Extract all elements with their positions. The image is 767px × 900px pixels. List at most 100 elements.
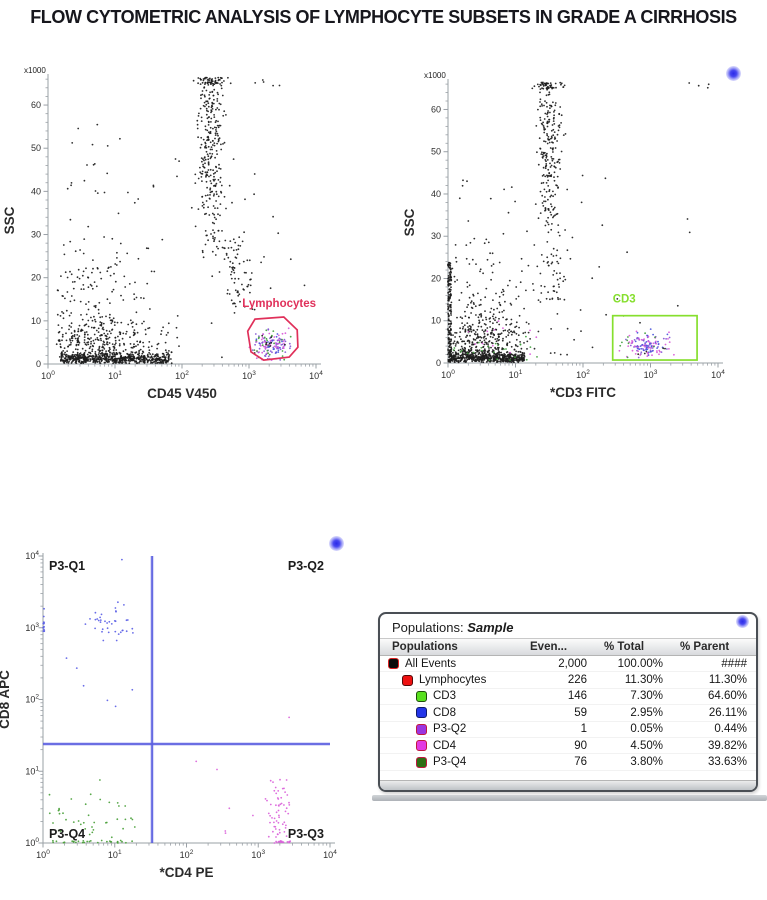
panel-title-sample-name: Sample: [467, 620, 514, 635]
svg-text:x1000: x1000: [424, 71, 446, 80]
population-pct-parent: 11.30%: [708, 674, 747, 687]
population-label: CD8: [433, 706, 457, 719]
population-events: 1: [580, 723, 587, 736]
svg-text:CD3: CD3: [613, 294, 636, 306]
population-pct-total: 11.30%: [624, 674, 663, 687]
population-label: CD4: [433, 739, 457, 752]
column-header-3[interactable]: % Parent: [680, 641, 730, 653]
population-row[interactable]: All Events 2,000 100.00% ####: [380, 656, 756, 673]
svg-text:101: 101: [108, 849, 122, 860]
figure-title: FLOW CYTOMETRIC ANALYSIS OF LYMPHOCYTE S…: [30, 7, 737, 27]
column-header-1[interactable]: Even...: [530, 641, 568, 653]
population-row[interactable]: CD8 59 2.95% 26.11%: [380, 705, 756, 722]
population-row[interactable]: Lymphocytes 226 11.30% 11.30%: [380, 672, 756, 689]
population-events: 226: [567, 674, 587, 687]
population-row[interactable]: CD4 90 4.50% 39.82%: [380, 737, 756, 755]
svg-text:P3-Q2: P3-Q2: [288, 559, 324, 573]
population-pct-total: 7.30%: [630, 690, 663, 703]
population-events: 90: [574, 739, 587, 752]
svg-text:103: 103: [25, 622, 39, 633]
svg-text:103: 103: [242, 370, 256, 381]
population-label: P3-Q4: [433, 756, 467, 769]
svg-text:40: 40: [31, 186, 41, 196]
svg-text:CD45 V450: CD45 V450: [147, 386, 217, 401]
svg-text:100: 100: [36, 849, 50, 860]
population-events: 76: [574, 756, 587, 769]
svg-text:104: 104: [25, 550, 39, 561]
population-swatch-icon: [416, 707, 427, 719]
svg-text:101: 101: [25, 765, 39, 776]
svg-text:101: 101: [509, 369, 523, 380]
svg-text:10: 10: [431, 316, 441, 326]
population-pct-total: 0.05%: [630, 723, 663, 736]
window-edge-strip: [372, 795, 767, 801]
svg-text:30: 30: [31, 230, 41, 240]
svg-text:0: 0: [36, 359, 41, 369]
svg-text:102: 102: [576, 369, 590, 380]
svg-text:10: 10: [31, 316, 41, 326]
population-pct-total: 4.50%: [630, 739, 663, 752]
svg-text:104: 104: [323, 849, 337, 860]
population-pct-parent: 33.63%: [707, 756, 747, 769]
populations-table-body: All Events 2,000 100.00% #### Lymphocyte…: [380, 656, 756, 771]
cd3-ssc-scatter-plot: 100 101 102 103 104 0 10 20 30 40 50 60 x1000 *CD3 FI…: [402, 71, 725, 400]
svg-text:P3-Q4: P3-Q4: [49, 827, 85, 841]
population-pct-parent: 39.82%: [707, 739, 747, 752]
svg-text:100: 100: [441, 369, 455, 380]
svg-text:60: 60: [31, 100, 41, 110]
svg-text:104: 104: [711, 369, 725, 380]
svg-text:50: 50: [431, 147, 441, 157]
population-row[interactable]: CD3 146 7.30% 64.60%: [380, 688, 756, 706]
population-swatch-icon: [388, 658, 399, 670]
population-row[interactable]: P3-Q4 76 3.80% 33.63%: [380, 754, 756, 771]
cd4-cd8-quadrant-plot: 100 101 102 103 104 100 101 102 103 104 *CD4 PE CD8…: [0, 550, 337, 880]
svg-text:x1000: x1000: [24, 66, 46, 75]
svg-text:102: 102: [180, 849, 194, 860]
svg-text:*CD4 PE: *CD4 PE: [159, 865, 213, 880]
population-pct-total: 2.95%: [630, 706, 663, 719]
svg-text:SSC: SSC: [402, 208, 417, 236]
population-pct-parent: 26.11%: [708, 706, 747, 719]
svg-text:40: 40: [431, 189, 441, 199]
population-swatch-icon: [416, 690, 427, 702]
population-row[interactable]: P3-Q2 1 0.05% 0.44%: [380, 721, 756, 738]
svg-text:30: 30: [431, 231, 441, 241]
svg-text:CD8 APC: CD8 APC: [0, 670, 12, 729]
svg-text:P3-Q3: P3-Q3: [288, 827, 324, 841]
cd45-ssc-scatter-plot: 100 101 102 103 104 0 10 20 30 40 50 60 x1000 CD45 V4…: [2, 66, 323, 401]
svg-text:Lymphocytes: Lymphocytes: [242, 298, 316, 310]
population-label: CD3: [433, 690, 457, 703]
svg-text:P3-Q1: P3-Q1: [49, 559, 85, 573]
population-swatch-icon: [402, 674, 413, 686]
panel-title-label: Populations:: [392, 620, 464, 635]
populations-panel: Populations: Sample Populations Even... % …: [378, 612, 758, 792]
population-label: Lymphocytes: [419, 674, 487, 687]
population-label: P3-Q2: [433, 723, 467, 736]
column-header-0[interactable]: Populations: [392, 641, 458, 653]
svg-text:102: 102: [25, 694, 39, 705]
population-pct-total: 3.80%: [630, 756, 663, 769]
column-header-2[interactable]: % Total: [604, 641, 645, 653]
svg-text:100: 100: [41, 370, 55, 381]
population-pct-parent: 64.60%: [707, 690, 747, 703]
svg-text:SSC: SSC: [2, 206, 17, 234]
population-events: 146: [567, 690, 587, 703]
svg-text:*CD3 FITC: *CD3 FITC: [550, 385, 616, 400]
svg-text:100: 100: [25, 837, 39, 848]
svg-text:60: 60: [431, 104, 441, 114]
population-events: 2,000: [558, 657, 587, 670]
svg-text:102: 102: [175, 370, 189, 381]
svg-text:0: 0: [436, 358, 441, 368]
svg-text:103: 103: [251, 849, 265, 860]
population-events: 59: [574, 706, 587, 719]
population-pct-parent: 0.44%: [714, 723, 747, 736]
svg-text:104: 104: [309, 370, 323, 381]
svg-text:20: 20: [431, 273, 441, 283]
svg-text:50: 50: [31, 143, 41, 153]
population-swatch-icon: [416, 723, 427, 735]
svg-text:103: 103: [644, 369, 658, 380]
panel-bottom-chrome: [380, 780, 756, 790]
svg-text:101: 101: [108, 370, 122, 381]
svg-text:20: 20: [31, 273, 41, 283]
